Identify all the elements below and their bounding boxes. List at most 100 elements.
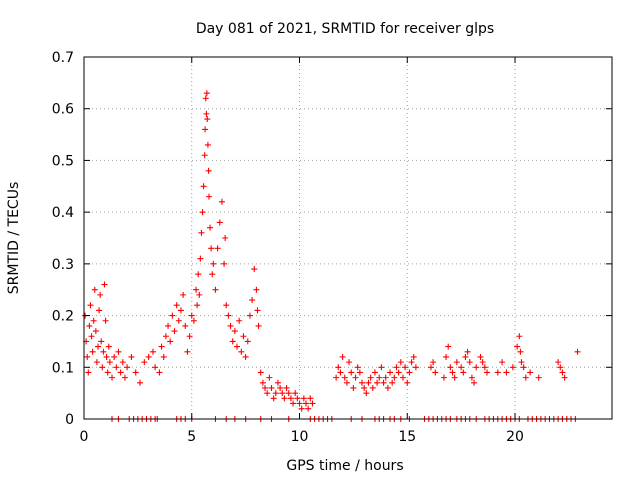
y-tick-label: 0.3 (52, 257, 74, 273)
data-point (354, 364, 361, 371)
data-point (177, 307, 184, 314)
data-point (190, 317, 197, 324)
data-point (397, 359, 404, 366)
data-point (188, 312, 195, 319)
data-point (121, 374, 128, 381)
data-point (290, 400, 297, 407)
data-point (408, 359, 415, 366)
data-point (195, 271, 202, 278)
data-point (520, 364, 527, 371)
data-point (363, 390, 370, 397)
data-point (557, 364, 564, 371)
data-point (96, 307, 103, 314)
data-point (281, 395, 288, 402)
data-point (361, 384, 368, 391)
data-point (201, 152, 208, 159)
data-point (473, 364, 480, 371)
data-point (106, 359, 113, 366)
data-point (365, 379, 372, 386)
data-point (559, 369, 566, 376)
data-point (202, 126, 209, 133)
data-point (119, 359, 126, 366)
data-point (207, 224, 214, 231)
data-point (268, 384, 275, 391)
data-point (471, 379, 478, 386)
data-point (527, 369, 534, 376)
data-point (391, 374, 398, 381)
data-point (447, 364, 454, 371)
data-point (509, 364, 516, 371)
data-point (307, 395, 314, 402)
data-point (412, 364, 419, 371)
data-point (89, 348, 96, 355)
data-point (460, 369, 467, 376)
y-tick-label: 0.5 (52, 153, 74, 169)
data-point (262, 384, 269, 391)
data-point (402, 364, 409, 371)
data-point (514, 343, 521, 350)
data-point (503, 369, 510, 376)
data-point (200, 183, 207, 190)
data-point (264, 390, 271, 397)
data-point (141, 359, 148, 366)
data-point (432, 369, 439, 376)
data-point (352, 374, 359, 381)
data-point (167, 338, 174, 345)
data-point (208, 245, 215, 252)
data-point (246, 312, 253, 319)
data-point (449, 369, 456, 376)
data-point (90, 317, 97, 324)
data-point (272, 390, 279, 397)
data-point (477, 353, 484, 360)
data-point (203, 110, 210, 117)
data-point (95, 343, 102, 350)
data-point (555, 359, 562, 366)
data-point (300, 395, 307, 402)
data-point (97, 291, 104, 298)
data-point (145, 353, 152, 360)
data-point (464, 348, 471, 355)
data-point (302, 400, 309, 407)
data-point (103, 353, 110, 360)
data-point (194, 302, 201, 309)
data-point (389, 379, 396, 386)
data-point (270, 395, 277, 402)
data-point (406, 369, 413, 376)
data-point (212, 286, 219, 293)
data-point (371, 369, 378, 376)
data-point (516, 333, 523, 340)
x-tick-label: 15 (398, 429, 416, 445)
data-point (339, 353, 346, 360)
data-point (259, 379, 266, 386)
data-point (236, 317, 243, 324)
data-point (445, 343, 452, 350)
data-point (374, 379, 381, 386)
data-point (335, 364, 342, 371)
data-point (109, 374, 116, 381)
axes: 0 0.1 0.2 0.3 0.4 0.5 0.6 0.7 0 5 10 15 20 (52, 50, 613, 445)
data-point (197, 255, 204, 262)
y-tick-label: 0 (65, 412, 74, 428)
data-point (518, 359, 525, 366)
data-point (91, 286, 98, 293)
data-point (87, 302, 94, 309)
data-point (356, 369, 363, 376)
data-point (229, 338, 236, 345)
data-point (102, 317, 109, 324)
x-axis-label: GPS time / hours (286, 458, 403, 474)
data-point (443, 353, 450, 360)
data-point (484, 369, 491, 376)
data-point (173, 302, 180, 309)
data-point (92, 328, 99, 335)
data-point (227, 322, 234, 329)
data-point (341, 374, 348, 381)
data-point (350, 384, 357, 391)
data-point (214, 245, 221, 252)
chart-title: Day 081 of 2021, SRMTID for receiver glp… (196, 21, 494, 37)
data-point (367, 374, 374, 381)
data-point (238, 348, 245, 355)
data-point (346, 359, 353, 366)
data-point (279, 390, 286, 397)
data-point (384, 384, 391, 391)
